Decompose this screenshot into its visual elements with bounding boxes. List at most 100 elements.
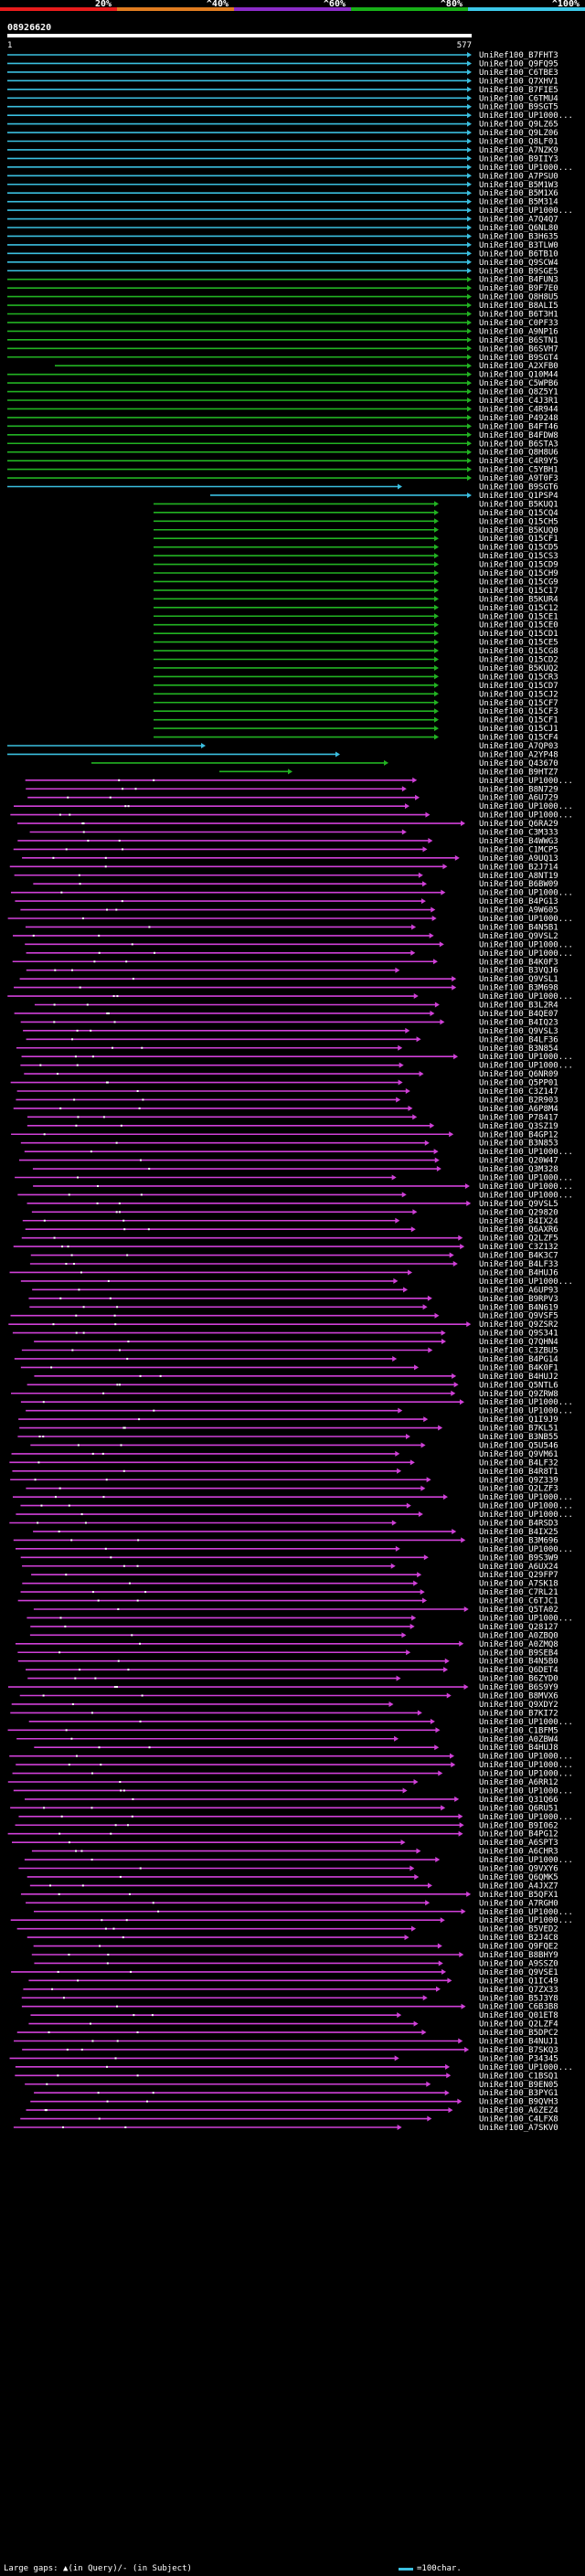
hit-label[interactable]: UniRef100_A7Q4Q7: [479, 216, 558, 225]
hit-label[interactable]: UniRef100_Q7ZX33: [479, 1986, 558, 1995]
hit-label[interactable]: UniRef100_A2XFB0: [479, 362, 558, 371]
hit-label[interactable]: UniRef100_B6SVH7: [479, 345, 558, 354]
hit-label[interactable]: UniRef100_B6TB10: [479, 249, 558, 259]
hit-label[interactable]: UniRef100_Q2LZF4: [479, 2020, 558, 2030]
hit-row[interactable]: UniRef100_Q9VSE1: [11, 1968, 558, 1977]
hit-row[interactable]: UniRef100_Q15CD7: [154, 682, 558, 691]
hit-label[interactable]: UniRef100_UP1000...: [479, 777, 573, 786]
hit-row[interactable]: UniRef100_A6SPT3: [11, 1839, 558, 1848]
hit-row[interactable]: UniRef100_Q7ZX33: [23, 1986, 558, 1995]
hit-label[interactable]: UniRef100_B6S9Y9: [479, 1683, 558, 1692]
hit-label[interactable]: UniRef100_UP1000...: [479, 1916, 573, 1925]
hit-row[interactable]: UniRef100_C4R944: [7, 405, 558, 414]
hit-row[interactable]: UniRef100_Q15CF1: [154, 716, 558, 726]
hit-label[interactable]: UniRef100_Q9VSF5: [479, 1312, 558, 1321]
hit-row[interactable]: UniRef100_Q9VSF5: [10, 1312, 558, 1321]
hit-label[interactable]: UniRef100_B5M1W3: [479, 181, 558, 190]
hit-label[interactable]: UniRef100_A6RR12: [479, 1778, 558, 1787]
hit-row[interactable]: UniRef100_A9NP16: [7, 327, 558, 336]
hit-row[interactable]: UniRef100_Q9ZSR2: [8, 1320, 558, 1330]
hit-label[interactable]: UniRef100_Q7QHN4: [479, 1338, 558, 1347]
hit-label[interactable]: UniRef100_B9S3W9: [479, 1553, 558, 1563]
hit-label[interactable]: UniRef100_B4FDW8: [479, 431, 558, 440]
hit-row[interactable]: UniRef100_Q15CE5: [154, 639, 558, 648]
hit-label[interactable]: UniRef100_B9SGT5: [479, 103, 558, 112]
hit-row[interactable]: UniRef100_UP1000...: [7, 915, 573, 924]
hit-row[interactable]: UniRef100_Q15CS3: [154, 552, 558, 561]
hit-row[interactable]: UniRef100_B8MVX6: [19, 1692, 558, 1701]
hit-label[interactable]: UniRef100_P78417: [479, 1113, 558, 1122]
hit-label[interactable]: UniRef100_B5KUQ2: [479, 664, 558, 673]
hit-label[interactable]: UniRef100_C1BSQ1: [479, 2072, 558, 2081]
hit-label[interactable]: UniRef100_Q15CF1: [479, 716, 558, 726]
hit-label[interactable]: UniRef100_B4PG12: [479, 1830, 558, 1839]
hit-row[interactable]: UniRef100_B5QFX1: [20, 1891, 558, 1900]
hit-label[interactable]: UniRef100_Q8H8U6: [479, 449, 558, 458]
hit-label[interactable]: UniRef100_B9SGT6: [479, 483, 558, 493]
hit-row[interactable]: UniRef100_B7KI72: [10, 1709, 558, 1718]
hit-row[interactable]: UniRef100_UP1000...: [26, 949, 573, 959]
hit-row[interactable]: UniRef100_A9T0F3: [7, 474, 558, 483]
hit-label[interactable]: UniRef100_UP1000...: [479, 811, 573, 821]
hit-row[interactable]: UniRef100_B4HUJ8: [34, 1744, 558, 1753]
hit-label[interactable]: UniRef100_UP1000...: [479, 802, 573, 811]
hit-label[interactable]: UniRef100_Q9ZRW8: [479, 1390, 558, 1399]
hit-label[interactable]: UniRef100_B4FT46: [479, 422, 558, 431]
hit-row[interactable]: UniRef100_B5VED2: [16, 1925, 558, 1935]
hit-label[interactable]: UniRef100_B9EN05: [479, 2081, 558, 2090]
hit-row[interactable]: UniRef100_C4R9Y5: [7, 457, 558, 466]
hit-label[interactable]: UniRef100_A9UQ13: [479, 854, 558, 864]
hit-label[interactable]: UniRef100_Q31Q66: [479, 1796, 558, 1805]
hit-label[interactable]: UniRef100_Q29820: [479, 1208, 558, 1217]
hit-row[interactable]: UniRef100_Q15C17: [154, 587, 558, 596]
hit-label[interactable]: UniRef100_Q1PSP4: [479, 492, 558, 501]
hit-row[interactable]: UniRef100_B9SGT5: [7, 103, 558, 112]
hit-label[interactable]: UniRef100_A0ZBW4: [479, 1735, 558, 1744]
hit-label[interactable]: UniRef100_Q15CJ2: [479, 690, 558, 699]
hit-row[interactable]: UniRef100_B6S9Y9: [7, 1683, 558, 1692]
hit-row[interactable]: UniRef100_B4K3C7: [30, 1252, 558, 1261]
hit-row[interactable]: UniRef100_UP1000...: [14, 802, 573, 811]
hit-row[interactable]: UniRef100_B8ALI5: [7, 302, 558, 311]
hit-row[interactable]: UniRef100_A7Q4Q7: [7, 216, 558, 225]
hit-label[interactable]: UniRef100_Q01ET8: [479, 2011, 558, 2020]
hit-row[interactable]: UniRef100_Q15C12: [154, 604, 558, 613]
hit-label[interactable]: UniRef100_Q3M328: [479, 1165, 558, 1174]
hit-row[interactable]: UniRef100_A7QP03: [7, 742, 558, 751]
hit-label[interactable]: UniRef100_UP1000...: [479, 1493, 573, 1502]
hit-label[interactable]: UniRef100_Q8H8U5: [479, 293, 558, 302]
hit-label[interactable]: UniRef100_C4R944: [479, 405, 558, 414]
hit-row[interactable]: UniRef100_Q6QMK5: [27, 1873, 558, 1882]
hit-label[interactable]: UniRef100_B4N5B0: [479, 1658, 558, 1667]
hit-row[interactable]: UniRef100_B5KUQ2: [154, 664, 558, 673]
hit-label[interactable]: UniRef100_B8MVX6: [479, 1692, 558, 1701]
hit-row[interactable]: UniRef100_B5M1X6: [7, 189, 558, 198]
hit-row[interactable]: UniRef100_A2XFB0: [55, 362, 558, 371]
hit-row[interactable]: UniRef100_UP1000...: [15, 1174, 573, 1183]
hit-row[interactable]: UniRef100_P78417: [27, 1113, 558, 1122]
hit-label[interactable]: UniRef100_A6U729: [479, 794, 558, 803]
hit-label[interactable]: UniRef100_UP1000...: [479, 915, 573, 924]
hit-label[interactable]: UniRef100_A7SKV0: [479, 2124, 558, 2133]
hit-row[interactable]: UniRef100_B4K0F3: [12, 958, 558, 967]
hit-row[interactable]: UniRef100_Q01ET8: [30, 2011, 558, 2020]
hit-row[interactable]: UniRef100_B3M696: [13, 1536, 558, 1545]
hit-label[interactable]: UniRef100_B9IIY3: [479, 154, 558, 164]
hit-row[interactable]: UniRef100_B3NB55: [17, 1433, 558, 1442]
hit-row[interactable]: UniRef100_Q15CE1: [154, 612, 558, 621]
hit-row[interactable]: UniRef100_B4R8T1: [12, 1468, 558, 1477]
hit-label[interactable]: UniRef100_B5VED2: [479, 1925, 558, 1935]
hit-label[interactable]: UniRef100_C6TBE3: [479, 69, 558, 78]
hit-row[interactable]: UniRef100_A7NZK9: [7, 146, 558, 155]
hit-row[interactable]: UniRef100_Q15CF3: [154, 707, 558, 716]
hit-row[interactable]: UniRef100_Q15CF4: [154, 734, 558, 743]
hit-label[interactable]: UniRef100_B4NUJ1: [479, 2038, 558, 2047]
hit-row[interactable]: UniRef100_A7SK18: [22, 1580, 558, 1589]
hit-label[interactable]: UniRef100_Q9SCW4: [479, 259, 558, 268]
hit-label[interactable]: UniRef100_UP1000...: [479, 949, 573, 959]
hit-row[interactable]: UniRef100_A7PSU0: [7, 172, 558, 181]
hit-row[interactable]: UniRef100_UP1000...: [13, 1786, 573, 1796]
hit-row[interactable]: UniRef100_Q15CJ1: [154, 725, 558, 734]
hit-row[interactable]: UniRef100_B4FT46: [7, 422, 558, 431]
hit-row[interactable]: UniRef100_P34345: [9, 2054, 558, 2063]
